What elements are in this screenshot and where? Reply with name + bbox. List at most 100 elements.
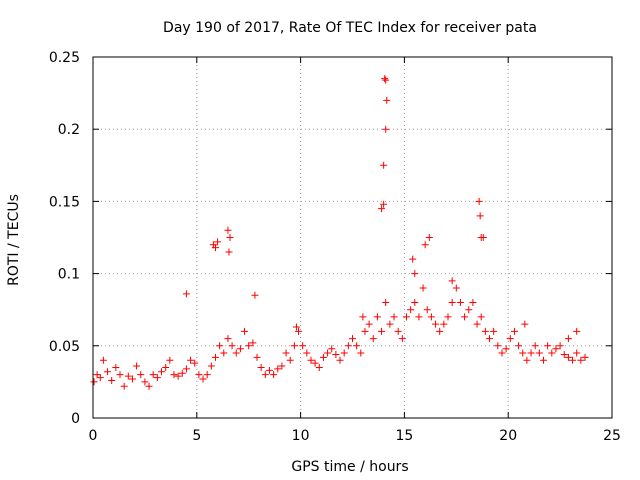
data-point — [444, 313, 452, 321]
x-axis-title: GPS time / hours — [291, 459, 408, 475]
data-point — [569, 356, 577, 364]
x-tick-label: 5 — [192, 428, 201, 444]
data-point — [274, 365, 282, 373]
data-point — [128, 375, 136, 383]
data-point — [290, 342, 298, 350]
data-point — [481, 327, 489, 335]
data-point — [344, 342, 352, 350]
data-point — [236, 345, 244, 353]
data-point — [427, 313, 435, 321]
data-point — [328, 345, 336, 353]
data-point — [409, 255, 417, 263]
data-point — [232, 349, 240, 357]
data-point — [373, 313, 381, 321]
data-point — [332, 350, 340, 358]
data-point — [386, 320, 394, 328]
data-point — [369, 335, 377, 343]
data-point — [577, 356, 585, 364]
data-point — [573, 327, 581, 335]
y-tick-label: 0.2 — [58, 122, 80, 138]
data-point — [502, 345, 510, 353]
data-point — [411, 270, 419, 278]
data-point — [225, 248, 233, 256]
data-point — [380, 161, 388, 169]
data-point — [182, 365, 190, 373]
axis-ticks: 0 5 10 15 20 25 0 0.05 0.1 0.15 0.2 0.25 — [49, 50, 621, 444]
data-point — [249, 339, 257, 347]
data-point — [432, 320, 440, 328]
data-point — [361, 327, 369, 335]
data-point — [253, 353, 261, 361]
data-point — [383, 96, 391, 104]
data-point — [402, 313, 410, 321]
data-point — [552, 345, 560, 353]
data-point — [544, 342, 552, 350]
data-point — [469, 298, 477, 306]
x-tick-label: 0 — [89, 428, 98, 444]
data-point — [531, 342, 539, 350]
data-point — [473, 320, 481, 328]
y-axis-title: ROTI / TECUs — [6, 194, 22, 286]
data-point — [448, 277, 456, 285]
data-point — [116, 371, 124, 379]
data-point — [292, 323, 300, 331]
data-point — [581, 353, 589, 361]
data-point — [378, 205, 386, 213]
data-point — [340, 349, 348, 357]
data-point — [506, 335, 514, 343]
x-tick-label: 15 — [395, 428, 413, 444]
data-point — [170, 371, 178, 379]
data-point — [211, 244, 219, 252]
x-tick-label: 10 — [292, 428, 310, 444]
x-tick-label: 20 — [499, 428, 517, 444]
data-point — [241, 327, 249, 335]
data-marks — [90, 75, 589, 390]
data-point — [539, 356, 547, 364]
data-point — [452, 284, 460, 292]
data-point — [282, 349, 290, 357]
data-point — [265, 366, 273, 374]
data-point — [99, 356, 107, 364]
data-point — [515, 342, 523, 350]
data-point — [295, 327, 303, 335]
data-point — [203, 371, 211, 379]
data-point — [357, 349, 365, 357]
data-point — [211, 353, 219, 361]
data-point — [521, 320, 529, 328]
data-point — [382, 76, 390, 84]
data-point — [104, 368, 112, 376]
data-point — [226, 234, 234, 241]
data-point — [158, 368, 166, 376]
data-point — [382, 125, 390, 133]
data-point — [380, 200, 388, 208]
data-point — [166, 356, 174, 364]
data-point — [286, 356, 294, 364]
data-point — [479, 234, 487, 241]
data-point — [560, 350, 568, 358]
data-point — [187, 356, 195, 364]
data-point — [486, 335, 494, 343]
data-point — [411, 298, 419, 306]
data-point — [353, 342, 361, 350]
data-point — [124, 372, 132, 380]
data-point — [216, 342, 224, 350]
data-point — [149, 371, 157, 379]
data-point — [303, 349, 311, 357]
data-point — [245, 342, 253, 350]
data-point — [191, 359, 199, 367]
data-point — [93, 371, 101, 379]
data-point — [174, 372, 182, 380]
data-point — [199, 375, 207, 383]
data-point — [523, 356, 531, 364]
data-point — [381, 75, 389, 83]
data-point — [324, 349, 332, 357]
data-point — [573, 349, 581, 357]
data-point — [162, 363, 170, 371]
data-point — [90, 378, 98, 386]
data-point — [490, 327, 498, 335]
data-point — [476, 212, 484, 220]
data-point — [548, 349, 556, 357]
data-point — [207, 362, 215, 370]
data-point — [319, 353, 327, 361]
